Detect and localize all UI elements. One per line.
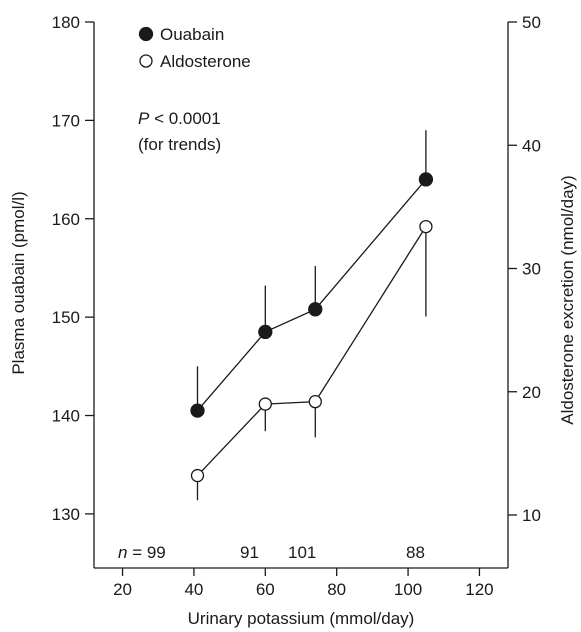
n-value-1: 91 xyxy=(240,543,259,562)
x-tick-label-20: 20 xyxy=(113,580,132,599)
x-tick-label-100: 100 xyxy=(394,580,422,599)
y-tick-label-170: 170 xyxy=(52,111,80,130)
x-tick-label-40: 40 xyxy=(184,580,203,599)
legend-label-ouabain: Ouabain xyxy=(160,25,224,44)
legend-label-aldosterone: Aldosterone xyxy=(160,52,251,71)
y-tick-label-150: 150 xyxy=(52,308,80,327)
p-value-text: < 0.0001 xyxy=(149,109,220,128)
y-tick-label-130: 130 xyxy=(52,505,80,524)
p-value-annotation: P < 0.0001 xyxy=(138,109,221,128)
point-aldosterone-0 xyxy=(190,468,205,483)
y-tick-label-140: 140 xyxy=(52,407,80,426)
n-value-0: 99 xyxy=(147,543,166,562)
point-ouabain-0 xyxy=(190,403,205,418)
legend-marker-ouabain xyxy=(138,26,154,42)
x-tick-label-120: 120 xyxy=(465,580,493,599)
x-axis-title: Urinary potassium (mmol/day) xyxy=(188,609,415,628)
y2-tick-label-30: 30 xyxy=(522,260,541,279)
y2-tick-label-50: 50 xyxy=(522,13,541,32)
point-aldosterone-3 xyxy=(419,219,433,234)
legend: Ouabain Aldosterone xyxy=(138,25,251,71)
y-tick-label-160: 160 xyxy=(52,210,80,229)
n-value-2: 101 xyxy=(288,543,316,562)
y-axis-title: Plasma ouabain (pmol/l) xyxy=(9,191,28,374)
n-label-prefix: n = 99 xyxy=(118,543,166,562)
point-aldosterone-2 xyxy=(308,394,322,409)
y2-tick-label-20: 20 xyxy=(522,383,541,402)
point-ouabain-1 xyxy=(258,324,273,340)
legend-marker-aldosterone xyxy=(139,54,153,68)
series-line-aldosterone xyxy=(197,226,427,477)
p-symbol: P xyxy=(138,109,150,128)
y2-tick-label-10: 10 xyxy=(522,506,541,525)
n-symbol: n xyxy=(118,543,127,562)
series-line-ouabain xyxy=(197,178,427,412)
n-equals: = xyxy=(127,543,146,562)
x-tick-label-80: 80 xyxy=(327,580,346,599)
point-aldosterone-1 xyxy=(258,397,272,411)
y-tick-label-180: 180 xyxy=(52,13,80,32)
y2-axis-title: Aldosterone excretion (nmol/day) xyxy=(558,175,577,424)
trend-note: (for trends) xyxy=(138,135,221,154)
plot-area xyxy=(190,130,434,501)
y2-tick-label-40: 40 xyxy=(522,136,541,155)
point-ouabain-2 xyxy=(308,302,323,317)
x-tick-label-60: 60 xyxy=(256,580,275,599)
n-value-3: 88 xyxy=(406,543,425,562)
axes: 20 40 60 80 100 120 130 140 150 160 170 180 10 20 30 40… xyxy=(52,13,541,599)
point-ouabain-3 xyxy=(418,172,434,187)
